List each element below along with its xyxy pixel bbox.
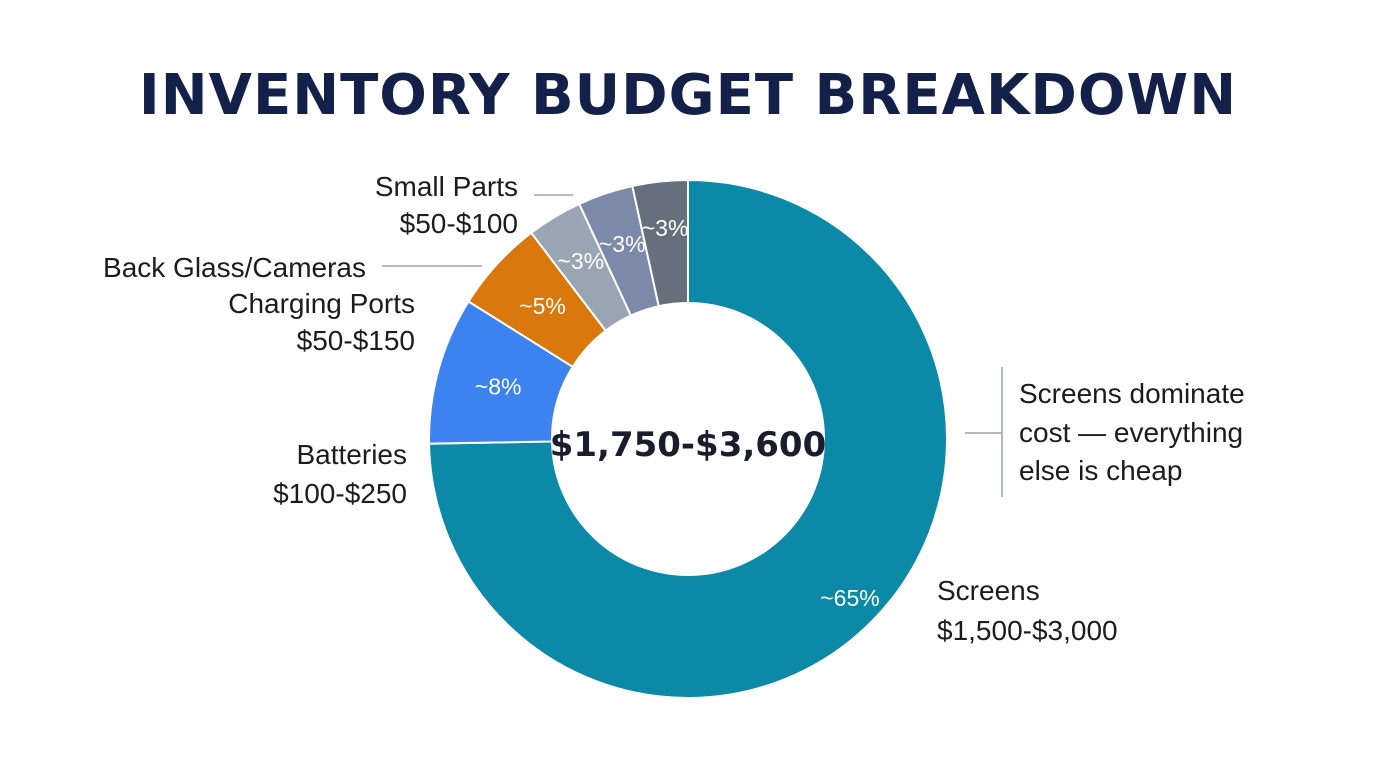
label-back-glass-cameras: Back Glass/Cameras [103, 252, 366, 283]
chart-title: INVENTORY BUDGET BREAKDOWN [138, 63, 1238, 128]
slice-other-5 [631, 178, 689, 308]
range-charging-ports: $50-$150 [297, 325, 415, 356]
slice-screens [428, 178, 948, 699]
range-small-parts: $50-$100 [400, 208, 518, 239]
percent-label-1: ~8% [475, 373, 522, 399]
label-charging-ports: Charging Ports [228, 288, 415, 319]
percent-label-0: ~65% [820, 585, 879, 611]
callout-line-2: cost — everything [1019, 417, 1243, 448]
range-screens: $1,500-$3,000 [937, 615, 1118, 646]
percent-label-3: ~3% [557, 248, 604, 274]
callout-line-3: else is cheap [1019, 455, 1182, 486]
percent-labels-group: ~65%~8%~5%~3%~3%~3% [475, 215, 880, 611]
label-screens: Screens [937, 575, 1040, 606]
center-total-label: $1,750-$3,600 [550, 425, 827, 465]
percent-label-4: ~3% [599, 231, 646, 257]
label-batteries: Batteries [297, 439, 408, 470]
slices-group [428, 178, 948, 699]
percent-label-5: ~3% [642, 215, 689, 241]
callout-line-1: Screens dominate [1019, 378, 1245, 409]
label-small-parts: Small Parts [375, 171, 518, 202]
range-batteries: $100-$250 [273, 478, 407, 509]
percent-label-2: ~5% [519, 293, 566, 319]
